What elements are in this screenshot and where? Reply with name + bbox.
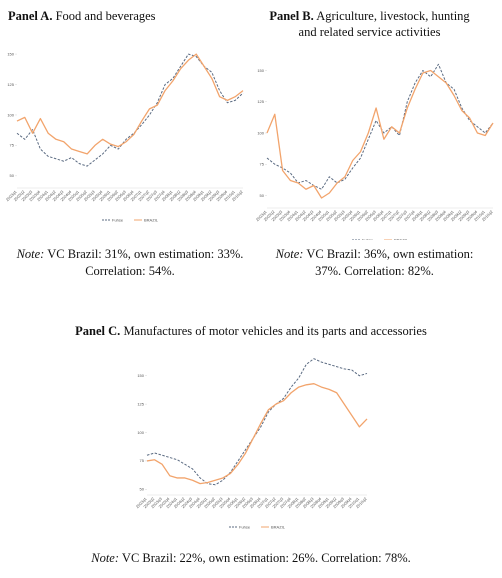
series-line — [266, 69, 494, 199]
y-tick-label: 100 — [137, 430, 144, 435]
y-tick-label: 100 — [257, 130, 264, 135]
series-line — [16, 53, 244, 155]
legend-label: BRAZIL — [394, 237, 409, 240]
note: Note: VC Brazil: 36%, own estimation: 37… — [275, 247, 474, 278]
chart: 50751001251502003q12003q22003q32003q4200… — [135, 358, 368, 529]
y-tick-label: 150 — [7, 51, 14, 56]
y-tick-label: 125 — [7, 82, 14, 87]
y-tick-label: 75 — [140, 458, 145, 463]
y-tick-label: 75 — [260, 162, 265, 167]
legend-label: Fuhse — [112, 217, 124, 222]
y-tick-label: 75 — [10, 143, 15, 148]
series-line — [146, 358, 368, 486]
note: Note: VC Brazil: 22%, own estimation: 26… — [91, 551, 411, 565]
y-tick-label: 100 — [7, 112, 14, 117]
y-tick-label: 50 — [140, 487, 145, 492]
y-tick-label: 125 — [137, 401, 144, 406]
y-tick-label: 150 — [257, 68, 264, 73]
panel-title: Panel B. Agriculture, livestock, hunting… — [269, 9, 470, 39]
series-line — [16, 53, 244, 167]
y-tick-label: 50 — [260, 193, 265, 198]
y-tick-label: 50 — [10, 173, 15, 178]
legend-label: BRAZIL — [144, 217, 159, 222]
chart: 50751001251502003q12003q22003q32003q4200… — [255, 63, 494, 240]
note: Note: VC Brazil: 31%, own estimation: 33… — [16, 247, 244, 278]
legend-label: Fuhse — [239, 524, 251, 529]
series-line — [146, 383, 368, 485]
panel-title: Panel C. Manufactures of motor vehicles … — [75, 324, 427, 338]
y-tick-label: 150 — [137, 373, 144, 378]
series-line — [266, 63, 494, 190]
legend-label: BRAZIL — [271, 524, 286, 529]
legend-label: Fuhse — [362, 237, 374, 240]
panel-title: Panel A. Food and beverages — [8, 9, 156, 23]
y-tick-label: 125 — [257, 99, 264, 104]
chart: 50751001251502003q12003q22003q32003q4200… — [5, 51, 244, 222]
